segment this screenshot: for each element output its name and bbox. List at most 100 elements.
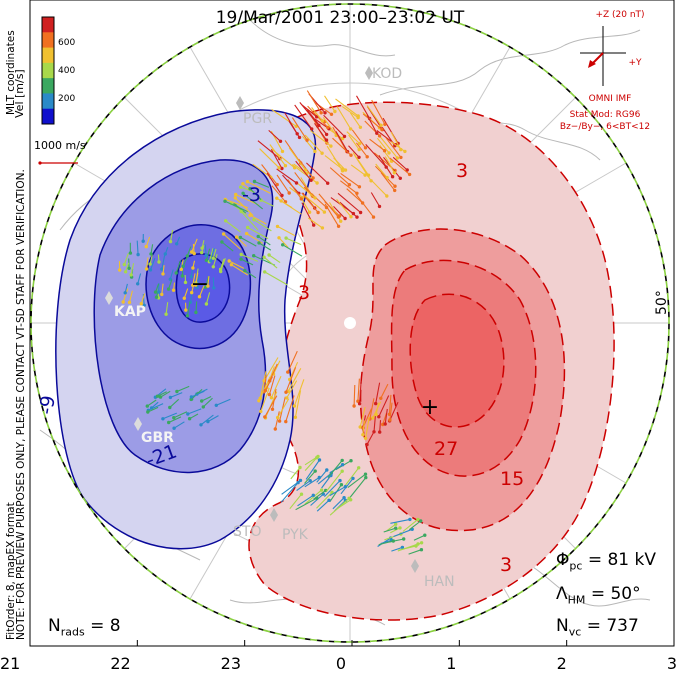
- velocity-vector-origin: [307, 210, 312, 214]
- velocity-vector-origin: [292, 404, 297, 408]
- velocity-vector: [253, 219, 272, 232]
- velocity-vector: [231, 264, 249, 276]
- velocity-vector: [369, 138, 385, 152]
- velocity-vector: [205, 275, 210, 288]
- velocity-vector-origin: [145, 404, 149, 408]
- velocity-vector: [390, 527, 401, 534]
- velocity-vector: [390, 141, 406, 152]
- velocity-vector: [321, 475, 332, 489]
- velocity-vector-origin: [361, 433, 365, 437]
- velocity-vector: [195, 301, 198, 313]
- velocity-vector: [337, 192, 361, 213]
- hm-boundary-green: [30, 3, 670, 643]
- velocity-vector: [359, 380, 362, 404]
- velocity-vector-origin: [163, 252, 167, 256]
- velocity-vector: [304, 470, 316, 484]
- velocity-vector: [306, 162, 329, 184]
- velocity-vector: [379, 420, 382, 433]
- radar-label-gbr: GBR: [141, 430, 174, 446]
- velocity-vector: [146, 257, 149, 270]
- velocity-vector: [326, 145, 344, 172]
- velocity-vector: [294, 104, 313, 130]
- velocity-vector-origin: [340, 463, 345, 467]
- velocity-vector-origin: [284, 419, 288, 424]
- velocity-vectors: [118, 90, 427, 555]
- velocity-vector: [169, 229, 174, 242]
- velocity-vector-origin: [158, 395, 163, 399]
- velocity-vector-origin: [383, 122, 387, 127]
- velocity-vector-origin: [402, 537, 406, 541]
- velocity-vector: [268, 254, 281, 264]
- velocity-vector-origin: [349, 498, 353, 502]
- velocity-vector: [329, 167, 350, 186]
- velocity-vector: [287, 350, 298, 373]
- velocity-vector: [198, 285, 205, 297]
- radar-marker-kap: [105, 291, 113, 305]
- velocity-vector-origin: [375, 131, 379, 135]
- velocity-vector-origin: [204, 253, 208, 258]
- velocity-vector: [301, 104, 318, 118]
- velocity-vector: [249, 188, 262, 201]
- velocity-vector: [266, 172, 283, 196]
- velocity-vector-origin: [275, 182, 279, 187]
- velocity-vector: [380, 383, 389, 399]
- velocity-vector-origin: [363, 472, 368, 476]
- velocity-vector: [128, 290, 133, 303]
- velocity-vector: [391, 546, 403, 552]
- velocity-vector: [378, 540, 394, 546]
- velocity-vector: [349, 112, 361, 128]
- velocity-vector-origin: [181, 264, 185, 268]
- velocity-vector: [305, 459, 320, 480]
- color-bar-segment: [42, 62, 54, 79]
- velocity-vector: [247, 227, 269, 240]
- velocity-vector-origin: [252, 254, 256, 258]
- velocity-vector-origin: [377, 134, 382, 138]
- velocity-vector: [349, 477, 367, 499]
- velocity-vector-origin: [382, 149, 387, 153]
- radar-label-han: HAN: [424, 574, 455, 590]
- velocity-vector-origin: [259, 409, 263, 414]
- velocity-vector: [380, 172, 396, 191]
- velocity-vector: [161, 255, 166, 270]
- contour-label-pos-5: 3: [500, 554, 513, 576]
- contour-label-pos-4: 15: [500, 468, 525, 490]
- velocity-vector-origin: [187, 417, 192, 421]
- mlt-axis-ticks: [29, 640, 675, 646]
- velocity-vector-origin: [374, 412, 378, 417]
- velocity-vector-origin: [383, 422, 387, 426]
- velocity-vector: [379, 135, 398, 159]
- contour-label-pos-1: 3: [456, 160, 469, 182]
- velocity-vector-origin: [284, 236, 288, 240]
- velocity-vector-origin: [358, 425, 362, 429]
- velocity-vector-origin: [352, 404, 356, 408]
- velocity-vector-origin: [303, 168, 308, 172]
- velocity-vector: [273, 360, 281, 375]
- velocity-vector: [186, 301, 191, 316]
- velocity-vector-origin: [340, 169, 345, 173]
- velocity-vector-origin: [192, 251, 196, 256]
- velocity-vector-origin: [269, 396, 274, 400]
- velocity-vector: [205, 248, 211, 261]
- velocity-vector-origin: [395, 156, 400, 160]
- coordinates-label: MLT coordinates: [5, 30, 17, 115]
- velocity-vector: [369, 398, 375, 420]
- velocity-vector-origin: [295, 132, 299, 136]
- velocity-vector: [294, 181, 316, 199]
- velocity-vector-origin: [245, 180, 250, 184]
- velocity-vector: [324, 480, 341, 497]
- velocity-vector: [353, 384, 356, 407]
- velocity-vector: [223, 233, 242, 250]
- velocity-vector-origin: [391, 539, 395, 543]
- velocity-vector-origin: [398, 526, 402, 530]
- velocity-color-bar: [41, 16, 55, 125]
- contour-label-pos-3: 27: [434, 438, 459, 460]
- velocity-vector: [386, 523, 397, 532]
- velocity-vector-origin: [394, 522, 398, 526]
- velocity-vector: [149, 258, 156, 271]
- velocity-vector: [173, 411, 188, 419]
- color-bar-tick: 400: [58, 66, 76, 76]
- velocity-vector-origin: [363, 173, 367, 177]
- velocity-vector: [123, 253, 129, 265]
- velocity-vector-origin: [241, 191, 245, 195]
